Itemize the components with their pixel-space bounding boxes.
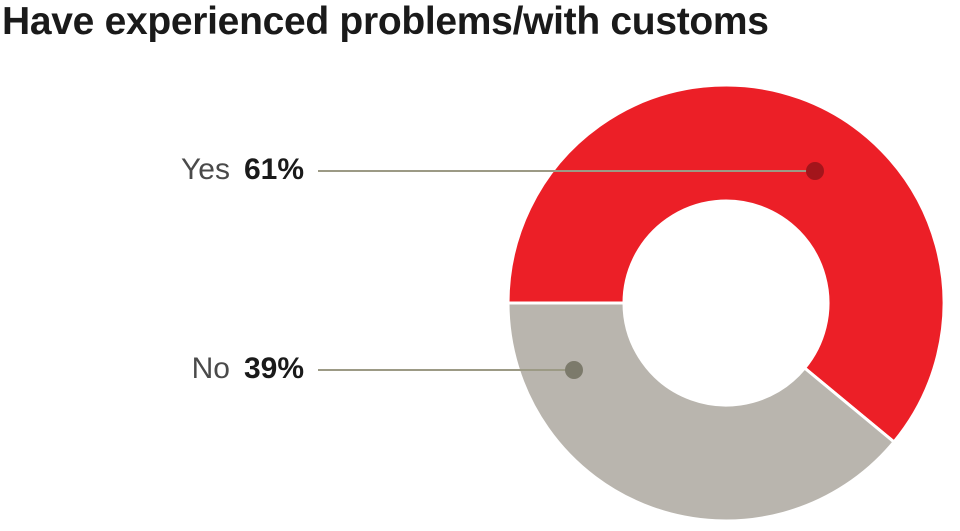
category-label-no: No [191,352,230,385]
category-label-yes: Yes [181,153,230,186]
value-label-no: 39% [243,352,304,385]
marker-dot-no [565,361,583,379]
chart-title: Have experienced problems/with customs [2,0,769,43]
slice-no [506,301,897,523]
marker-dot-yes [806,162,824,180]
value-label-yes: 61% [243,153,304,186]
label-yes: Yes 61% [181,155,304,185]
label-no: No 39% [192,354,304,384]
slice-yes [506,83,946,445]
